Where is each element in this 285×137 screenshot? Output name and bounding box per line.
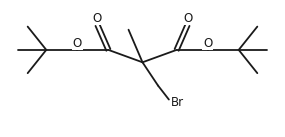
Text: O: O — [73, 37, 82, 50]
Text: O: O — [203, 37, 212, 50]
Text: O: O — [184, 12, 193, 25]
Text: Br: Br — [171, 96, 184, 109]
Text: O: O — [92, 12, 101, 25]
